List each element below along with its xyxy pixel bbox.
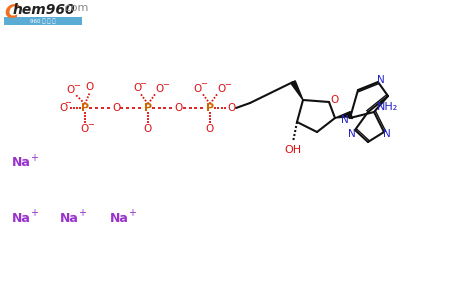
Text: −: − — [64, 98, 72, 108]
Polygon shape — [291, 81, 303, 100]
Text: O: O — [86, 82, 94, 92]
Text: 960 化 工 网: 960 化 工 网 — [30, 18, 56, 24]
Text: −: − — [88, 120, 94, 130]
Text: N: N — [377, 75, 385, 85]
Text: O: O — [331, 95, 339, 105]
Text: −: − — [225, 81, 231, 89]
Text: Na: Na — [12, 156, 31, 169]
FancyBboxPatch shape — [4, 17, 82, 25]
Text: O: O — [67, 85, 75, 95]
Polygon shape — [335, 112, 352, 118]
Polygon shape — [347, 114, 353, 119]
Text: +: + — [128, 208, 136, 218]
Text: N: N — [341, 115, 349, 125]
Text: O: O — [218, 84, 226, 94]
Text: +: + — [30, 153, 38, 163]
Text: O: O — [112, 103, 120, 113]
Text: O: O — [144, 124, 152, 134]
Text: P: P — [206, 103, 214, 113]
Text: −: − — [139, 79, 146, 88]
Text: −: − — [73, 81, 81, 91]
Text: P: P — [81, 103, 89, 113]
Text: +: + — [30, 208, 38, 218]
Text: O: O — [156, 84, 164, 94]
Text: hem960: hem960 — [13, 3, 76, 17]
Text: O: O — [60, 103, 68, 113]
Text: P: P — [144, 103, 152, 113]
Text: O: O — [175, 103, 183, 113]
Text: Na: Na — [110, 212, 129, 224]
Text: OH: OH — [284, 145, 301, 155]
Text: O: O — [194, 84, 202, 94]
Text: NH₂: NH₂ — [377, 102, 399, 112]
Text: O: O — [206, 124, 214, 134]
Text: Na: Na — [12, 212, 31, 224]
Text: .com: .com — [62, 3, 90, 13]
Text: −: − — [201, 79, 208, 88]
Text: O: O — [81, 124, 89, 134]
Text: +: + — [78, 208, 86, 218]
Text: C: C — [4, 3, 18, 22]
Text: Na: Na — [60, 212, 79, 224]
Text: N: N — [348, 129, 356, 139]
Text: −: − — [163, 81, 170, 89]
Text: N: N — [383, 129, 391, 139]
Text: O: O — [134, 83, 142, 93]
Text: O: O — [228, 103, 236, 113]
